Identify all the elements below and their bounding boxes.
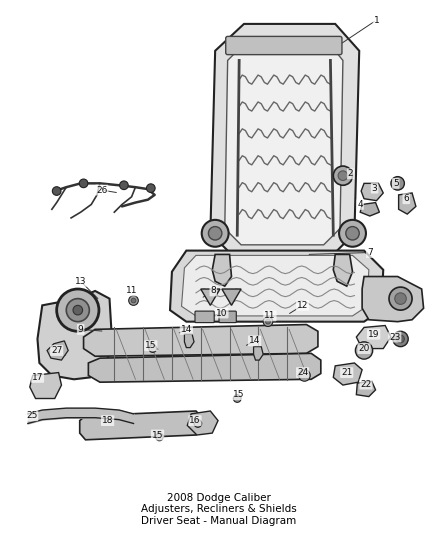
Circle shape: [233, 394, 241, 402]
Text: 25: 25: [26, 411, 37, 421]
Text: 11: 11: [126, 286, 138, 295]
Circle shape: [391, 176, 404, 190]
Circle shape: [146, 184, 155, 192]
Text: 14: 14: [180, 325, 192, 334]
FancyBboxPatch shape: [195, 311, 214, 322]
FancyBboxPatch shape: [219, 311, 236, 322]
Text: 6: 6: [403, 194, 409, 203]
Polygon shape: [184, 334, 194, 348]
Text: 22: 22: [360, 379, 371, 389]
Circle shape: [208, 227, 222, 240]
Text: 24: 24: [297, 368, 308, 377]
Polygon shape: [47, 341, 68, 360]
Polygon shape: [357, 326, 391, 349]
Text: 1: 1: [374, 15, 379, 25]
Text: 12: 12: [297, 301, 308, 310]
Text: 13: 13: [75, 277, 86, 286]
Text: 15: 15: [145, 341, 156, 350]
Circle shape: [346, 227, 359, 240]
Polygon shape: [357, 381, 375, 397]
Text: 10: 10: [216, 309, 228, 318]
Polygon shape: [333, 254, 353, 286]
Circle shape: [393, 332, 408, 346]
Circle shape: [338, 171, 348, 181]
Polygon shape: [80, 411, 201, 440]
Circle shape: [333, 166, 353, 185]
Polygon shape: [212, 254, 232, 286]
Text: 3: 3: [372, 184, 378, 192]
Polygon shape: [399, 193, 416, 214]
Text: 19: 19: [368, 329, 379, 338]
Circle shape: [155, 433, 163, 441]
Polygon shape: [360, 203, 379, 216]
Circle shape: [389, 287, 412, 310]
Polygon shape: [225, 39, 343, 245]
Text: 14: 14: [249, 336, 260, 345]
Text: 23: 23: [389, 333, 400, 342]
Polygon shape: [333, 363, 362, 385]
Polygon shape: [181, 255, 369, 316]
Text: 17: 17: [32, 373, 43, 382]
Circle shape: [202, 220, 229, 247]
Text: 15: 15: [233, 390, 245, 399]
Circle shape: [57, 289, 99, 332]
Polygon shape: [170, 251, 383, 322]
Circle shape: [194, 419, 202, 427]
Polygon shape: [210, 24, 359, 253]
Polygon shape: [88, 353, 321, 382]
Text: 20: 20: [358, 344, 370, 353]
Polygon shape: [254, 346, 263, 360]
Circle shape: [131, 298, 136, 303]
Text: 9: 9: [78, 325, 84, 334]
Text: 7: 7: [367, 248, 373, 257]
Circle shape: [53, 187, 61, 196]
Circle shape: [339, 220, 366, 247]
Text: 5: 5: [393, 179, 399, 188]
Circle shape: [355, 342, 373, 359]
Polygon shape: [361, 183, 383, 200]
Circle shape: [397, 335, 404, 343]
Polygon shape: [84, 325, 318, 356]
Circle shape: [265, 319, 270, 324]
Text: 18: 18: [102, 416, 113, 425]
Polygon shape: [187, 411, 218, 435]
Polygon shape: [222, 289, 241, 305]
Circle shape: [66, 298, 89, 322]
Text: 2008 Dodge Caliber
Adjusters, Recliners & Shields
Driver Seat - Manual Diagram: 2008 Dodge Caliber Adjusters, Recliners …: [141, 492, 297, 526]
FancyBboxPatch shape: [226, 36, 342, 55]
Polygon shape: [30, 373, 61, 399]
Circle shape: [79, 179, 88, 188]
Text: 11: 11: [264, 311, 276, 320]
Circle shape: [129, 296, 138, 305]
Text: 27: 27: [51, 346, 62, 355]
Polygon shape: [38, 291, 113, 379]
Circle shape: [149, 345, 156, 352]
Circle shape: [120, 181, 128, 190]
Circle shape: [73, 305, 83, 315]
Polygon shape: [201, 289, 220, 305]
Text: 8: 8: [210, 286, 216, 295]
Text: 16: 16: [189, 416, 201, 425]
Text: 26: 26: [96, 185, 107, 195]
Circle shape: [299, 370, 310, 381]
Text: 2: 2: [348, 169, 353, 178]
Text: 4: 4: [357, 200, 363, 209]
Circle shape: [395, 293, 406, 304]
Text: 21: 21: [341, 368, 353, 377]
Text: 15: 15: [152, 431, 163, 440]
Polygon shape: [362, 277, 424, 322]
Circle shape: [263, 317, 273, 327]
